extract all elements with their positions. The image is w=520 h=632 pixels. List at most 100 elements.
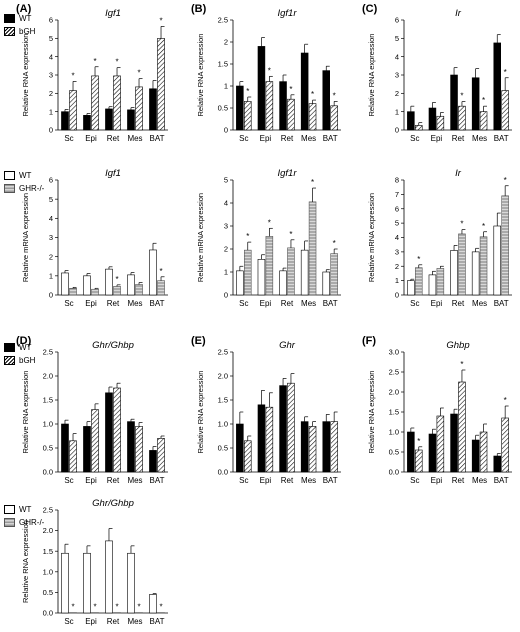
bar bbox=[471, 439, 480, 473]
y-tick-label: 0 bbox=[49, 291, 53, 300]
bar bbox=[61, 111, 69, 131]
y-tick-label: 1.0 bbox=[218, 420, 228, 429]
y-tick-label: 2 bbox=[49, 89, 53, 98]
y-tick-label: 1 bbox=[49, 107, 53, 116]
y-tick-label: 0.0 bbox=[43, 468, 53, 477]
bar bbox=[428, 107, 437, 131]
bar bbox=[135, 284, 143, 296]
legend-item-ghr: GHR-/- bbox=[4, 182, 44, 195]
chart-c1: (C) Ir Relative RNA expression 0 1 2 3 4 5 6 Sc Epi… bbox=[362, 3, 512, 143]
panel-letter: (C) bbox=[362, 3, 378, 15]
legend-label: bGH bbox=[19, 27, 36, 36]
bar bbox=[479, 236, 488, 296]
bar bbox=[330, 421, 338, 473]
panel-letter: (B) bbox=[191, 3, 207, 15]
bar bbox=[127, 109, 135, 131]
y-tick-label: 6 bbox=[395, 16, 399, 25]
y-tick-label: 0.0 bbox=[43, 609, 53, 618]
bar bbox=[244, 249, 252, 296]
significance-marker: * bbox=[159, 603, 162, 612]
bar bbox=[414, 125, 423, 131]
significance-marker: * bbox=[460, 220, 463, 229]
bar bbox=[113, 387, 121, 473]
legend-label: bGH bbox=[19, 356, 36, 365]
y-tick-label: 5 bbox=[395, 34, 399, 43]
panel-letter: (D) bbox=[16, 335, 32, 347]
x-tick-label: Ret bbox=[107, 617, 120, 626]
x-tick-label: Epi bbox=[431, 134, 443, 143]
bar bbox=[300, 52, 309, 131]
chart-a2: Igf1 Relative mRNA expression 0 1 2 3 4 5 6 Sc Epi… bbox=[21, 168, 168, 308]
y-tick-label: 2.5 bbox=[43, 506, 53, 515]
bar bbox=[414, 449, 423, 473]
y-tick-label: 5 bbox=[395, 219, 399, 228]
bar bbox=[450, 250, 458, 296]
bar bbox=[458, 381, 466, 473]
x-tick-label: Sc bbox=[64, 617, 73, 626]
bar bbox=[414, 267, 423, 296]
bar bbox=[279, 270, 287, 296]
x-tick-label: Mes bbox=[301, 476, 316, 485]
chart-title: Ghr bbox=[279, 340, 296, 351]
x-tick-label: BAT bbox=[323, 476, 338, 485]
significance-marker: * bbox=[504, 396, 507, 405]
y-tick-label: 1.5 bbox=[389, 408, 399, 417]
y-tick-label: 0 bbox=[224, 126, 228, 135]
bar bbox=[436, 268, 445, 296]
chart-d2: Ghr/Ghbp Relative RNA expression 0.0 0.5 1.0… bbox=[21, 498, 168, 626]
significance-marker: * bbox=[417, 255, 420, 264]
y-tick-label: 2.5 bbox=[43, 348, 53, 357]
x-tick-label: Epi bbox=[85, 476, 97, 485]
y-tick-label: 2.0 bbox=[43, 526, 53, 535]
chart-title: Ir bbox=[455, 168, 462, 179]
bar bbox=[407, 431, 415, 473]
bar bbox=[105, 108, 113, 131]
bar bbox=[69, 440, 77, 473]
x-tick-label: BAT bbox=[494, 476, 509, 485]
significance-marker: * bbox=[93, 57, 96, 66]
significance-marker: * bbox=[71, 71, 74, 80]
chart-b1: (B) Igf1r Relative RNA expression 0 0.5 1 1.5 2… bbox=[191, 3, 341, 143]
legend-swatch-hatched bbox=[4, 356, 15, 365]
bar bbox=[265, 236, 274, 296]
bar bbox=[236, 85, 244, 131]
legend-label: WT bbox=[19, 505, 32, 514]
y-tick-label: 0.5 bbox=[218, 444, 228, 453]
significance-marker: * bbox=[246, 232, 249, 241]
x-tick-label: Sc bbox=[410, 134, 419, 143]
legend-wt-ghr-top: WT GHR-/- bbox=[4, 169, 44, 195]
bar bbox=[450, 74, 458, 131]
legend-swatch-black bbox=[4, 343, 15, 352]
bar bbox=[244, 440, 252, 473]
legend-swatch-white bbox=[4, 505, 15, 514]
y-axis-label: Relative RNA expression bbox=[21, 371, 30, 454]
bar bbox=[471, 251, 480, 296]
bar bbox=[501, 195, 509, 296]
x-tick-label: Mes bbox=[127, 476, 142, 485]
y-tick-label: 6 bbox=[49, 176, 53, 185]
x-tick-label: Mes bbox=[301, 134, 316, 143]
x-tick-label: Mes bbox=[472, 134, 487, 143]
y-tick-label: 0 bbox=[395, 126, 399, 135]
bar bbox=[135, 426, 143, 473]
bar bbox=[257, 259, 266, 296]
bar bbox=[287, 247, 295, 296]
significance-marker: * bbox=[93, 603, 96, 612]
y-tick-label: 0.0 bbox=[389, 468, 399, 477]
y-tick-label: 3 bbox=[395, 247, 399, 256]
bar bbox=[83, 115, 91, 131]
significance-marker: * bbox=[137, 603, 140, 612]
y-tick-label: 1.0 bbox=[43, 567, 53, 576]
x-tick-label: Sc bbox=[64, 299, 73, 308]
y-tick-label: 0.5 bbox=[218, 104, 228, 113]
legend-swatch-black bbox=[4, 14, 15, 23]
x-tick-label: Sc bbox=[239, 476, 248, 485]
y-tick-label: 1.5 bbox=[43, 547, 53, 556]
bar bbox=[322, 421, 330, 473]
x-tick-label: Ret bbox=[107, 134, 120, 143]
y-tick-label: 4 bbox=[49, 52, 53, 61]
significance-marker: * bbox=[289, 85, 292, 94]
bar bbox=[479, 111, 488, 131]
y-tick-label: 2.0 bbox=[389, 388, 399, 397]
chart-title: Ghbp bbox=[446, 340, 469, 351]
